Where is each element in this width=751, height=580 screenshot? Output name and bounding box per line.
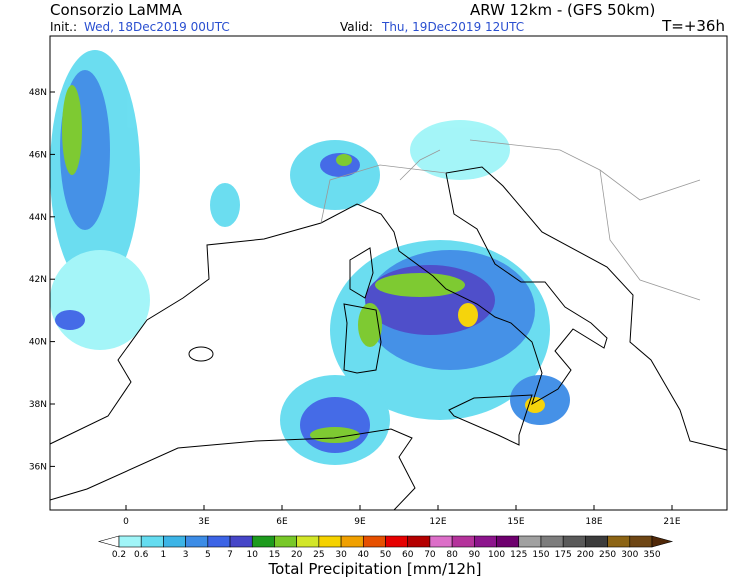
colorbar-box xyxy=(296,535,320,548)
lon-label: 3E xyxy=(198,517,210,527)
lat-label: 40N xyxy=(29,338,47,348)
colorbar-label: 30 xyxy=(335,550,347,560)
colorbar-label: 250 xyxy=(599,550,616,560)
colorbar-label: 1 xyxy=(161,550,167,560)
lat-label: 44N xyxy=(29,213,47,223)
colorbar-box xyxy=(318,535,342,548)
colorbar-label: 80 xyxy=(446,550,458,560)
colorbar-box xyxy=(118,535,142,548)
title: Consorzio LaMMA xyxy=(50,1,183,19)
colorbar-label: 3 xyxy=(183,550,189,560)
colorbar-label: 70 xyxy=(424,550,436,560)
colorbar-label: 0.2 xyxy=(112,550,126,560)
colorbar-above xyxy=(651,535,674,548)
colorbar-box xyxy=(185,535,209,548)
colorbar-label: 60 xyxy=(402,550,414,560)
init-time: Wed, 18Dec2019 00UTC xyxy=(84,20,230,34)
colorbar-box xyxy=(207,535,231,548)
colorbar-box xyxy=(385,535,409,548)
valid-time: Thu, 19Dec2019 12UTC xyxy=(381,20,524,34)
colorbar-label: 15 xyxy=(269,550,280,560)
lon-label: 6E xyxy=(276,517,288,527)
colorbar-label: 7 xyxy=(227,550,233,560)
colorbar-box xyxy=(451,535,475,548)
colorbar-label: 0.6 xyxy=(134,550,149,560)
colorbar-box xyxy=(274,535,297,548)
lon-label: 0 xyxy=(123,517,129,527)
colorbar-label: 40 xyxy=(358,550,370,560)
lat-label: 36N xyxy=(29,462,47,472)
colorbar-box xyxy=(140,535,164,548)
lon-label: 9E xyxy=(354,517,366,527)
colorbar-label: 25 xyxy=(313,550,324,560)
lat-label: 42N xyxy=(29,275,47,285)
valid-label: Valid: xyxy=(340,20,373,34)
colorbar-box xyxy=(496,535,520,548)
colorbar-box xyxy=(585,535,608,548)
lat-label: 48N xyxy=(29,88,47,98)
colorbar-box xyxy=(251,535,275,548)
colorbar-label: 125 xyxy=(510,550,527,560)
model: ARW 12km - (GFS 50km) xyxy=(470,1,655,19)
lon-label: 18E xyxy=(585,517,602,527)
colorbar-label: 200 xyxy=(577,550,594,560)
coastlines xyxy=(49,139,728,511)
colorbar-label: 150 xyxy=(532,550,549,560)
colorbar-below xyxy=(97,535,120,548)
colorbar-label: 300 xyxy=(621,550,638,560)
colorbar-box xyxy=(474,535,497,548)
lead-time: T=+36h xyxy=(661,17,725,35)
colorbar-box xyxy=(518,535,542,548)
colorbar-box xyxy=(429,535,453,548)
colorbar-box xyxy=(229,535,253,548)
colorbar-label: 350 xyxy=(643,550,660,560)
lon-label: 12E xyxy=(429,517,446,527)
colorbar-box xyxy=(562,535,586,548)
colorbar-label: 175 xyxy=(555,550,572,560)
colorbar-box xyxy=(540,535,564,548)
colorbar-label: 10 xyxy=(247,550,259,560)
lat-label: 46N xyxy=(29,150,47,160)
colorbar-label: 20 xyxy=(291,550,303,560)
init-label: Init.: xyxy=(50,20,77,34)
colorbar-box xyxy=(407,535,431,548)
lon-label: 21E xyxy=(663,517,680,527)
colorbar-label: 100 xyxy=(488,550,505,560)
colorbar-box xyxy=(340,535,364,548)
colorbar-label: 5 xyxy=(205,550,211,560)
precipitation xyxy=(50,50,570,465)
map-area xyxy=(49,35,728,511)
colorbar-label: 50 xyxy=(380,550,392,560)
colorbar-box xyxy=(163,535,186,548)
colorbar-title: Total Precipitation [mm/12h] xyxy=(268,560,482,578)
lat-label: 38N xyxy=(29,400,47,410)
colorbar-box xyxy=(629,535,653,548)
colorbar-label: 90 xyxy=(469,550,481,560)
lon-label: 15E xyxy=(507,517,524,527)
colorbar-box xyxy=(362,535,386,548)
colorbar-box xyxy=(607,535,631,548)
